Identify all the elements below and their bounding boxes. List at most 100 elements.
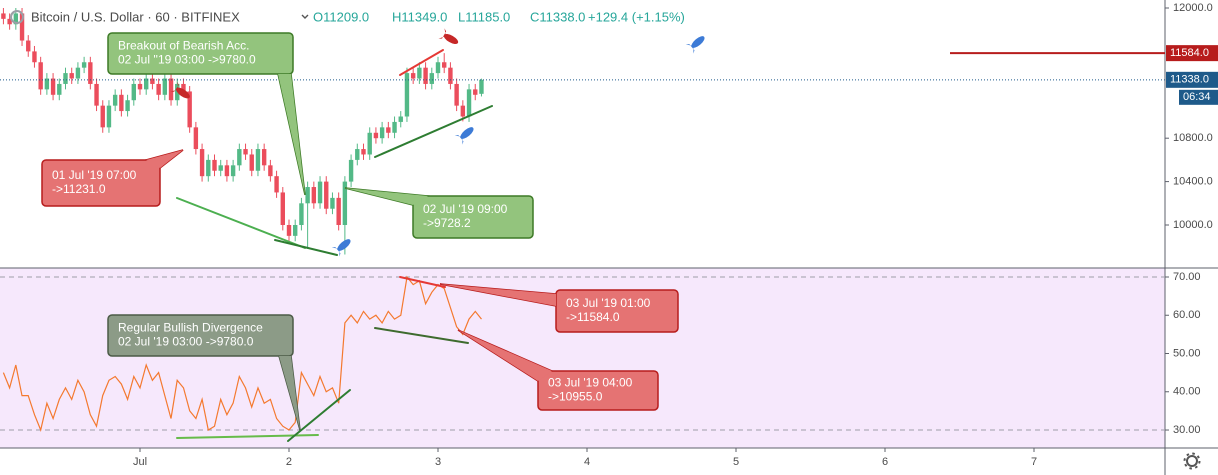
candle-body bbox=[261, 149, 267, 166]
candle-body bbox=[144, 78, 149, 90]
ohlc-label: C11338.0 bbox=[530, 9, 585, 24]
candle-body bbox=[460, 105, 466, 117]
candle-body bbox=[44, 78, 50, 90]
header: Bitcoin / U.S. Dollar · 60 · BITFINEX O1… bbox=[10, 9, 685, 24]
candle-body bbox=[299, 203, 304, 226]
candle-body bbox=[7, 18, 12, 25]
candle-body bbox=[442, 62, 447, 68]
trend-lines bbox=[176, 49, 493, 442]
candle-body bbox=[69, 73, 74, 79]
candle-body bbox=[373, 132, 379, 139]
trend-line bbox=[399, 276, 446, 288]
callout-text: 02 Jul '19 03:00 ->9780.0 bbox=[118, 335, 254, 349]
candle-body bbox=[348, 159, 354, 182]
change-label: +129.4 (+1.15%) bbox=[588, 9, 685, 24]
candle-body bbox=[32, 51, 37, 63]
candle-body bbox=[206, 159, 211, 177]
candle-body bbox=[100, 105, 105, 128]
candle-body bbox=[342, 181, 348, 226]
callout-pointer-fill bbox=[458, 330, 552, 381]
candle-body bbox=[125, 100, 130, 112]
trend-line bbox=[274, 239, 338, 256]
x-tick-label: 5 bbox=[733, 456, 739, 468]
candle-body bbox=[230, 165, 236, 177]
callout-pointer-fill bbox=[278, 74, 305, 195]
candle-body bbox=[26, 40, 31, 52]
x-tick-label: 2 bbox=[286, 456, 292, 468]
settings-icon[interactable] bbox=[1183, 452, 1201, 470]
y-tick-label: 10400.0 bbox=[1173, 176, 1213, 188]
candle-body bbox=[479, 79, 484, 94]
callout-text: ->10955.0 bbox=[548, 390, 603, 404]
candle-body bbox=[448, 67, 453, 84]
rocket-icon bbox=[685, 36, 705, 54]
candle-body bbox=[162, 78, 168, 95]
candle-body bbox=[168, 78, 174, 101]
callout-pointer-fill bbox=[345, 188, 428, 205]
x-tick-label: 3 bbox=[435, 456, 441, 468]
y-tick-label: 10800.0 bbox=[1173, 132, 1213, 144]
candle-body bbox=[57, 83, 62, 95]
candle-body bbox=[280, 192, 285, 226]
candle-body bbox=[367, 132, 372, 155]
candle-body bbox=[94, 83, 99, 106]
callout-box bbox=[555, 289, 679, 333]
candle-body bbox=[286, 225, 292, 236]
y-tick-label: 40.00 bbox=[1173, 386, 1201, 398]
candle-body bbox=[336, 197, 341, 226]
callout-text: 02 Jul ''19 03:00 ->9780.0 bbox=[118, 53, 256, 67]
x-tick-label: 4 bbox=[584, 456, 590, 468]
ohlc-label: H11349.0 bbox=[392, 9, 447, 24]
candle-body bbox=[218, 165, 223, 171]
candle-body bbox=[187, 91, 192, 128]
candle-body bbox=[1, 13, 6, 19]
candle-body bbox=[293, 225, 298, 236]
candle-body bbox=[249, 154, 254, 171]
candle-body bbox=[13, 13, 19, 25]
rocket-icon bbox=[331, 239, 351, 257]
candle-body bbox=[330, 197, 335, 209]
candle-body bbox=[199, 149, 205, 177]
candle-body bbox=[237, 149, 242, 166]
candle-body bbox=[454, 83, 459, 106]
symbol-title: Bitcoin / U.S. Dollar · 60 · BITFINEX bbox=[31, 9, 240, 24]
candle-body bbox=[423, 67, 428, 84]
trend-line bbox=[374, 327, 469, 344]
trend-line bbox=[176, 197, 306, 249]
candle-body bbox=[75, 67, 81, 79]
x-tick-label: 6 bbox=[882, 456, 888, 468]
price-tag bbox=[1166, 71, 1218, 88]
rocket-icons bbox=[170, 28, 705, 257]
callout-text: 03 Jul '19 01:00 bbox=[566, 296, 651, 310]
callout-pointer-fill bbox=[146, 150, 183, 168]
candle-body bbox=[224, 165, 230, 177]
rocket-icon bbox=[438, 28, 459, 45]
candle-body bbox=[255, 149, 261, 171]
candle-body bbox=[311, 187, 317, 204]
y-tick-label: 50.00 bbox=[1173, 347, 1201, 359]
candle-body bbox=[181, 83, 186, 92]
y-tick-label: 60.00 bbox=[1173, 309, 1201, 321]
candle-body bbox=[355, 149, 360, 160]
y-tick-label: 10000.0 bbox=[1173, 219, 1213, 231]
countdown-tag bbox=[1179, 89, 1218, 105]
candle-body bbox=[429, 73, 434, 84]
x-tick-label: Jul bbox=[133, 456, 147, 468]
candle-body bbox=[361, 149, 366, 155]
callout: 01 Jul '19 07:00->11231.0 bbox=[41, 149, 184, 207]
candle-body bbox=[324, 181, 329, 209]
candle-body bbox=[63, 73, 68, 84]
y-tick-label: 70.00 bbox=[1173, 271, 1201, 283]
candle-body bbox=[131, 83, 136, 101]
callout: Breakout of Bearish Acc.02 Jul ''19 03:0… bbox=[107, 32, 306, 196]
price-tag bbox=[1166, 45, 1218, 62]
trend-line bbox=[374, 105, 493, 158]
callout-text: 03 Jul '19 04:00 bbox=[548, 376, 633, 390]
candle-body bbox=[81, 62, 87, 68]
callout-text: 02 Jul '19 09:00 bbox=[423, 202, 508, 216]
candle-body bbox=[212, 159, 217, 171]
callout-box bbox=[412, 195, 534, 239]
symbol-icon bbox=[10, 10, 24, 24]
